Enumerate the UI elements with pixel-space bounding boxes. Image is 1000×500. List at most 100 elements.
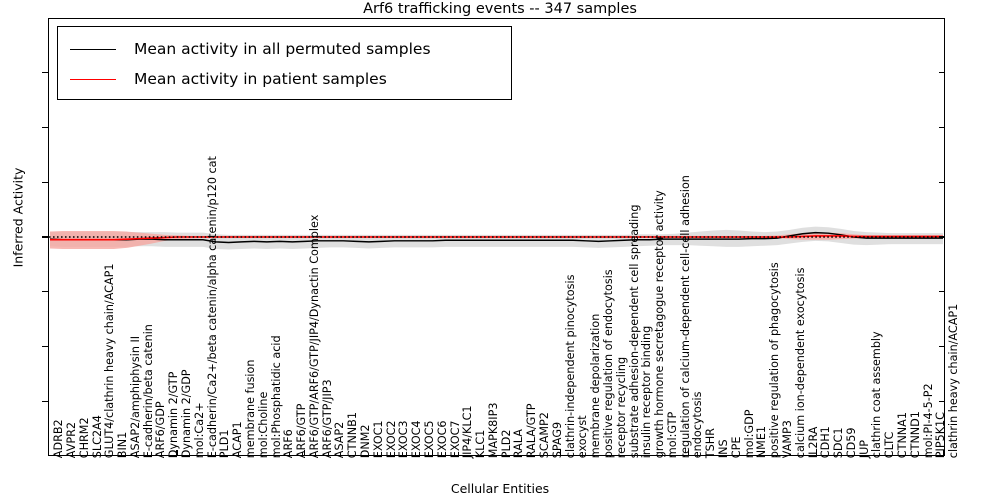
y-tick-mark (939, 181, 945, 183)
x-tick-label: mol:PI-4-5-P2 (921, 383, 935, 458)
y-tick-mark (42, 291, 48, 293)
x-tick-label: PLD1 (218, 429, 232, 458)
x-tick-label: CTNNB1 (346, 411, 360, 458)
x-tick-label: Dynamin 2/GTP (167, 371, 181, 458)
x-tick-label: mol:Choline (256, 391, 270, 458)
x-tick-label: insulin receptor binding (640, 325, 654, 458)
x-tick-label: ASAP2 (333, 421, 347, 458)
x-tick-label: CHRM2 (77, 417, 91, 458)
x-tick-mark (176, 450, 178, 456)
x-tick-label: calcium ion-dependent exocytosis (793, 267, 807, 458)
x-tick-label: membrane fusion (243, 359, 257, 458)
x-tick-label: regulation of calcium-dependent cell-cel… (678, 174, 692, 458)
x-tick-label: INS (717, 439, 731, 458)
legend-line-patient-icon (70, 78, 116, 80)
x-tick-label: TSHR (704, 427, 718, 458)
x-tick-mark (815, 450, 817, 456)
x-tick-label: SPAG9 (550, 421, 564, 458)
x-tick-label: endocytosis (691, 391, 705, 458)
x-tick-label: ARF6/GDP (154, 401, 168, 458)
x-tick-label: ADRB2 (52, 419, 66, 458)
x-tick-mark (943, 450, 945, 456)
x-tick-label: EXOC3 (397, 420, 411, 458)
x-tick-label: BIN1 (116, 431, 130, 458)
x-tick-label: mol:GTP (665, 411, 679, 458)
y-tick-mark (939, 400, 945, 402)
x-tick-label: PLD2 (499, 429, 513, 458)
legend-label-permuted: Mean activity in all permuted samples (134, 40, 431, 58)
x-tick-label: DNM2 (359, 424, 373, 458)
x-tick-label: Dynamin 2/GDP (180, 369, 194, 458)
x-tick-label: clathrin coat assembly (870, 331, 884, 458)
y-tick-mark (42, 345, 48, 348)
x-tick-label: GLUT4/clathrin heavy chain/ACAP1 (103, 263, 117, 458)
y-tick-mark (939, 72, 945, 74)
y-tick-mark (939, 236, 945, 238)
y-tick-mark (939, 345, 945, 348)
x-tick-label: CD59 (844, 427, 858, 458)
x-tick-label: mol:Ca2+ (192, 402, 206, 458)
x-tick-label: ASAP2/amphiphysin II (128, 335, 142, 458)
x-tick-label: RALA (512, 428, 526, 458)
x-tick-label: NME1 (755, 425, 769, 458)
x-tick-label: clathrin heavy chain/ACAP1 (947, 303, 961, 458)
x-tick-label: substrate adhesion-dependent cell spread… (627, 204, 641, 458)
x-tick-label: CLTC (883, 431, 897, 459)
x-tick-label: CPE (729, 436, 743, 458)
x-axis-label: Cellular Entities (450, 481, 550, 496)
y-tick-mark (42, 236, 48, 238)
x-tick-label: EXOC1 (371, 420, 385, 458)
x-tick-label: VAMP3 (780, 419, 794, 458)
x-tick-label: membrane depolarization (589, 313, 603, 458)
x-tick-label: clathrin-independent pinocytosis (563, 274, 577, 458)
x-tick-label: positive regulation of phagocytosis (768, 262, 782, 458)
x-tick-label: mol:GDP (742, 409, 756, 458)
x-tick-mark (687, 450, 689, 456)
x-tick-label: CDH1 (819, 426, 833, 458)
y-tick-mark (42, 181, 48, 183)
x-tick-label: JUP (857, 439, 871, 458)
x-tick-label: positive regulation of endocytosis (601, 269, 615, 458)
x-tick-mark (431, 450, 434, 456)
x-tick-label: CTNND1 (908, 410, 922, 458)
y-tick-mark (939, 126, 945, 129)
x-tick-mark (304, 450, 306, 456)
x-tick-label: receptor recycling (614, 356, 628, 458)
x-tick-label: EXOC2 (384, 420, 398, 458)
plot-canvas (49, 226, 944, 250)
x-tick-label: EXOC6 (435, 420, 449, 458)
x-tick-label: ARF6 (282, 429, 296, 458)
x-tick-label: mol:Phosphatidic acid (269, 335, 283, 458)
x-tick-mark (559, 450, 562, 456)
x-tick-label: ARF6/GTP (295, 403, 309, 458)
x-tick-label: EXOC4 (410, 420, 424, 458)
x-tick-label: ACAP1 (231, 421, 245, 458)
x-tick-label: IL2RA (806, 426, 820, 458)
x-tick-label: E-cadherin/Ca2+/beta catenin/alpha caten… (205, 155, 219, 458)
y-tick-mark (42, 72, 48, 74)
x-tick-label: ARF6/GTP/JIP3 (320, 379, 334, 458)
x-tick-label: AVPR2 (64, 421, 78, 458)
x-tick-label: JIP4/KLC1 (461, 405, 475, 458)
x-tick-label: PIP5K1C (934, 411, 948, 458)
legend-label-patient: Mean activity in patient samples (134, 70, 387, 88)
x-tick-label: SDC1 (832, 427, 846, 458)
legend-item-permuted: Mean activity in all permuted samples (58, 34, 511, 64)
x-tick-label: RALA/GTP (525, 403, 539, 458)
chart-title: Arf6 trafficking events -- 347 samples (363, 1, 637, 17)
x-tick-label: SLC2A4 (90, 414, 104, 458)
x-tick-label: growth hormone secretagogue receptor act… (653, 189, 667, 458)
legend-line-permuted-icon (70, 48, 116, 50)
y-tick-mark (42, 400, 48, 402)
x-tick-label: E-cadherin/beta catenin (141, 323, 155, 458)
x-tick-label: EXOC7 (448, 420, 462, 458)
x-tick-label: exocyst (576, 415, 590, 458)
y-tick-mark (939, 291, 945, 293)
y-tick-mark (42, 126, 48, 129)
legend-item-patient: Mean activity in patient samples (58, 64, 511, 94)
chart-legend: Mean activity in all permuted samples Me… (57, 26, 512, 100)
x-tick-label: MAPK8IP3 (486, 402, 500, 458)
x-tick-label: EXOC5 (422, 420, 436, 458)
y-axis-label: Inferred Activity (10, 167, 26, 268)
